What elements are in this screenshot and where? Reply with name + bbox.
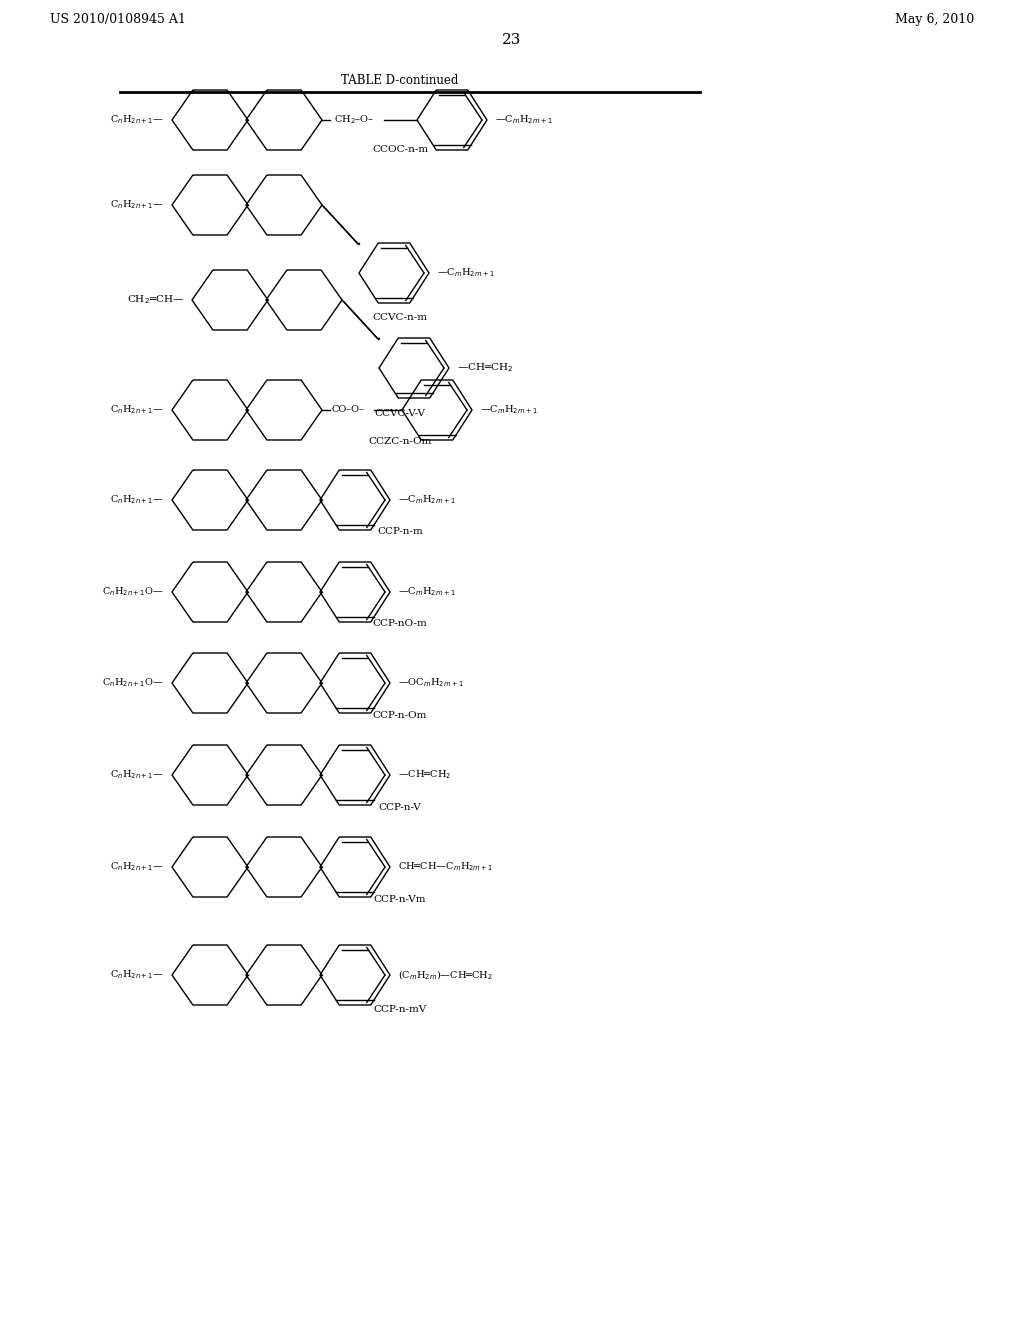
Text: C$_n$H$_{2n+1}$—: C$_n$H$_{2n+1}$—: [111, 114, 164, 127]
Text: CCP-n-V: CCP-n-V: [379, 803, 421, 812]
Text: C$_n$H$_{2n+1}$O—: C$_n$H$_{2n+1}$O—: [102, 677, 164, 689]
Text: CCVC-V-V: CCVC-V-V: [375, 408, 426, 417]
Text: CH═CH—C$_m$H$_{2m+1}$: CH═CH—C$_m$H$_{2m+1}$: [398, 861, 494, 874]
Text: CCP-n-Om: CCP-n-Om: [373, 710, 427, 719]
Text: May 6, 2010: May 6, 2010: [895, 13, 974, 26]
Text: CCP-n-mV: CCP-n-mV: [374, 1006, 427, 1015]
Text: C$_n$H$_{2n+1}$—: C$_n$H$_{2n+1}$—: [111, 198, 164, 211]
Text: TABLE D-continued: TABLE D-continued: [341, 74, 459, 87]
Text: CH$_2$═CH—: CH$_2$═CH—: [127, 293, 184, 306]
Text: C$_n$H$_{2n+1}$O—: C$_n$H$_{2n+1}$O—: [102, 586, 164, 598]
Text: CH$_2$–O–: CH$_2$–O–: [334, 114, 374, 127]
Text: —CH═CH$_2$: —CH═CH$_2$: [398, 768, 452, 781]
Text: CO–O–: CO–O–: [332, 405, 365, 414]
Text: 23: 23: [503, 33, 521, 48]
Text: —C$_m$H$_{2m+1}$: —C$_m$H$_{2m+1}$: [495, 114, 553, 127]
Text: CCP-n-m: CCP-n-m: [377, 528, 423, 536]
Text: CCZC-n-Om: CCZC-n-Om: [369, 437, 432, 446]
Text: —CH═CH$_2$: —CH═CH$_2$: [457, 362, 514, 375]
Text: C$_n$H$_{2n+1}$—: C$_n$H$_{2n+1}$—: [111, 494, 164, 507]
Text: —C$_m$H$_{2m+1}$: —C$_m$H$_{2m+1}$: [480, 404, 538, 416]
Text: C$_n$H$_{2n+1}$—: C$_n$H$_{2n+1}$—: [111, 969, 164, 981]
Text: —C$_m$H$_{2m+1}$: —C$_m$H$_{2m+1}$: [398, 586, 456, 598]
Text: CCVC-n-m: CCVC-n-m: [373, 314, 427, 322]
Text: —C$_m$H$_{2m+1}$: —C$_m$H$_{2m+1}$: [437, 267, 495, 280]
Text: CCP-n-Vm: CCP-n-Vm: [374, 895, 426, 903]
Text: C$_n$H$_{2n+1}$—: C$_n$H$_{2n+1}$—: [111, 404, 164, 416]
Text: —OC$_m$H$_{2m+1}$: —OC$_m$H$_{2m+1}$: [398, 677, 464, 689]
Text: CCP-nO-m: CCP-nO-m: [373, 619, 427, 628]
Text: (C$_m$H$_{2m}$)—CH═CH$_2$: (C$_m$H$_{2m}$)—CH═CH$_2$: [398, 968, 494, 982]
Text: C$_n$H$_{2n+1}$—: C$_n$H$_{2n+1}$—: [111, 861, 164, 874]
Text: US 2010/0108945 A1: US 2010/0108945 A1: [50, 13, 186, 26]
Text: —C$_m$H$_{2m+1}$: —C$_m$H$_{2m+1}$: [398, 494, 456, 507]
Text: C$_n$H$_{2n+1}$—: C$_n$H$_{2n+1}$—: [111, 768, 164, 781]
Text: CCOC-n-m: CCOC-n-m: [372, 145, 428, 154]
